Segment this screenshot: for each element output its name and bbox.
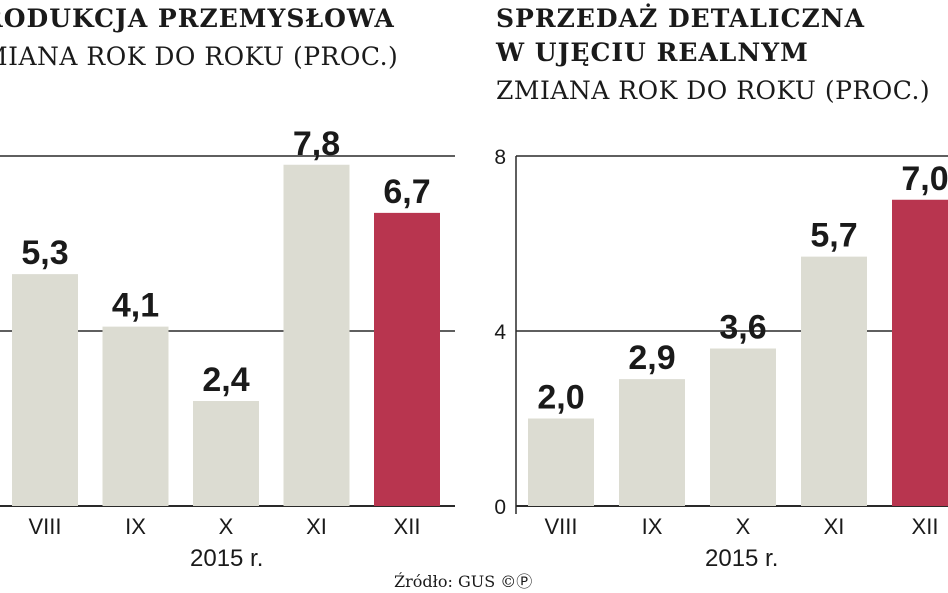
chart-2-category-label: XI [824, 514, 845, 539]
chart-2-ytick-label: 8 [494, 146, 506, 169]
chart-2-bar-VIII [528, 418, 594, 506]
chart-1-category-label: X [219, 514, 234, 539]
chart-2-bar-X [710, 348, 776, 506]
chart-2-value-label: 3,6 [719, 309, 766, 347]
chart-2-bar-IX [619, 379, 685, 506]
chart-1-bar-XI [283, 164, 350, 506]
chart-2-value-label: 2,9 [628, 339, 675, 377]
chart-2-value-label: 5,7 [810, 217, 857, 255]
chart-1-value-label: 6,7 [383, 173, 430, 211]
chart-1-category-label: VIII [28, 514, 61, 539]
chart-2-xlabel: 2015 r. [705, 545, 779, 572]
chart-1-title: rodukcja przemysłowa [0, 4, 395, 33]
chart-2-title: Sprzedaż detaliczna [496, 4, 865, 33]
chart-2-category-label: VIII [544, 514, 577, 539]
chart-1-value-label: 2,4 [202, 361, 249, 399]
chart-1-subtitle: miana rok do roku (proc.) [0, 42, 399, 71]
chart-1-category-label: XII [394, 514, 421, 539]
chart-1-value-label: 7,8 [293, 125, 340, 163]
chart-1-bar-XII [374, 212, 440, 506]
chart-1-xlabel: 2015 r. [190, 545, 264, 572]
chart-2-ytick-label: 4 [494, 321, 506, 344]
chart-2-category-label: XII [912, 514, 939, 539]
chart-2-value-label: 7,0 [901, 160, 948, 198]
chart-2-ytick-label: 0 [494, 496, 506, 519]
chart-2-bar-XII [892, 199, 948, 506]
chart-2-category-label: IX [642, 514, 663, 539]
chart-2-value-label: 2,0 [537, 379, 584, 417]
chart-2-bar-XI [801, 256, 867, 506]
chart-1-bar-X [193, 401, 259, 506]
chart-1-value-label: 5,3 [21, 234, 68, 272]
chart-2-subtitle: Zmiana rok do roku (proc.) [496, 76, 931, 105]
source-note: Źródło: GUS ©Ⓟ [394, 572, 533, 591]
chart-1-bar-VIII [12, 274, 78, 506]
chart-1-value-label: 4,1 [112, 287, 159, 325]
chart-2-title-line2: w ujęciu realnym [496, 38, 809, 67]
chart-2-category-label: X [736, 514, 751, 539]
chart-1-category-label: XI [306, 514, 327, 539]
chart-1-bar-IX [102, 326, 169, 506]
chart-1-category-label: IX [125, 514, 146, 539]
